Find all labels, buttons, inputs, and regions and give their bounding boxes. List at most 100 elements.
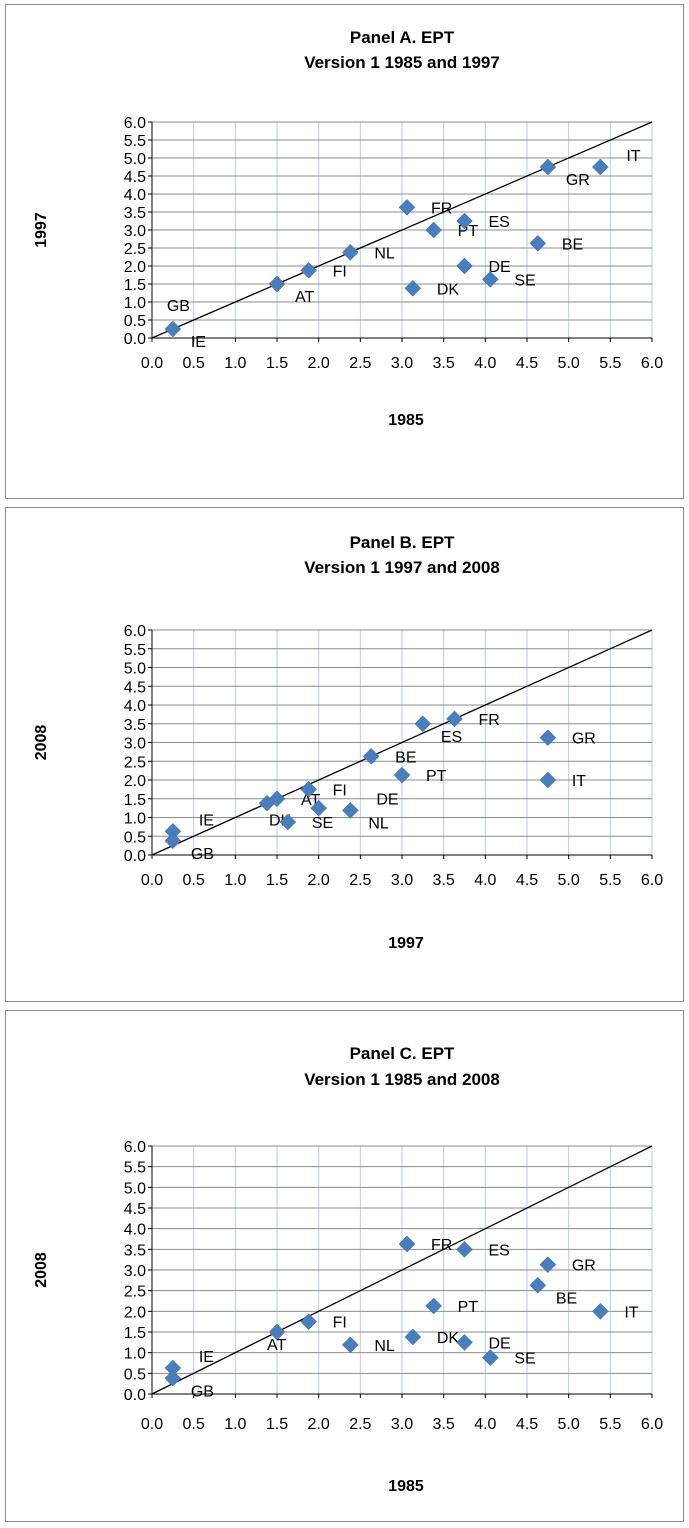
point-label: NL: [374, 245, 395, 262]
y-tick-label: 5.0: [124, 1180, 146, 1197]
x-tick-label: 2.5: [349, 355, 371, 372]
y-tick-label: 4.5: [124, 169, 146, 186]
point-marker: [456, 257, 473, 275]
y-tick-label: 6.0: [124, 623, 146, 640]
point-marker: [529, 234, 547, 252]
x-tick-label: 5.5: [599, 872, 621, 889]
y-tick-label: 6.0: [124, 1139, 146, 1156]
point-marker: [300, 261, 318, 279]
point-label: FR: [479, 712, 500, 729]
y-tick-label: 4.0: [124, 698, 146, 715]
x-tick-label: 3.5: [433, 872, 455, 889]
point-marker: [539, 771, 557, 789]
y-tick-label: 1.5: [124, 277, 146, 294]
point-label: IT: [624, 1304, 638, 1321]
x-tick-label: 4.0: [474, 1416, 496, 1433]
point-marker: [341, 243, 359, 261]
y-tick-label: 2.0: [124, 1304, 146, 1321]
point-label: GR: [572, 1258, 596, 1275]
y-tick-label: 1.5: [124, 1325, 146, 1342]
y-tick-label: 5.5: [124, 133, 146, 150]
point-label: GB: [191, 846, 214, 863]
x-tick-label: 2.0: [308, 1416, 330, 1433]
point-marker: [362, 748, 380, 765]
point-marker: [341, 1336, 359, 1354]
y-tick-label: 3.5: [124, 205, 146, 222]
x-tick-label: 4.0: [474, 355, 496, 372]
point-marker: [398, 1235, 416, 1253]
chart-title: Panel A. EPT: [350, 28, 455, 47]
y-tick-label: 5.5: [124, 1160, 146, 1177]
y-tick-label: 6.0: [124, 115, 146, 132]
point-marker: [164, 320, 182, 338]
point-marker: [539, 1256, 557, 1273]
x-tick-label: 5.5: [599, 355, 621, 372]
point-label: FI: [333, 1315, 347, 1332]
point-label: ES: [489, 1242, 510, 1259]
point-marker: [404, 1328, 422, 1346]
y-tick-label: 2.0: [124, 259, 146, 276]
diagonal-line: [151, 121, 653, 339]
point-marker: [529, 1276, 547, 1294]
y-axis-title: 2008: [33, 725, 50, 761]
x-tick-label: 2.0: [308, 355, 330, 372]
y-tick-label: 3.5: [124, 717, 146, 734]
point-marker: [300, 1313, 318, 1331]
x-tick-label: 0.0: [141, 872, 163, 889]
point-marker: [456, 1333, 473, 1351]
x-tick-label: 4.5: [516, 355, 538, 372]
point-label: BE: [556, 1290, 577, 1307]
point-label: NL: [368, 815, 389, 832]
chart-subtitle: Version 1 1997 and 2008: [304, 558, 500, 577]
chart-panel-c: Panel C. EPT Version 1 1985 and 2008 0.0 0.…: [5, 1010, 684, 1522]
point-marker: [591, 158, 609, 176]
point-marker: [279, 813, 297, 831]
x-tick-label: 6.0: [641, 872, 663, 889]
y-tick-label: 0.0: [124, 331, 146, 348]
point-marker: [164, 1369, 182, 1387]
point-marker: [164, 832, 182, 850]
x-tick-label: 3.0: [391, 1416, 413, 1433]
point-marker: [404, 279, 422, 297]
point-label: SE: [312, 815, 333, 832]
y-tick-label: 1.5: [124, 792, 146, 809]
chart-subtitle: Version 1 1985 and 1997: [304, 53, 500, 72]
point-label: NL: [374, 1338, 395, 1355]
point-label: GB: [167, 298, 190, 315]
y-tick-label: 3.0: [124, 223, 146, 240]
point-label: ES: [489, 214, 510, 231]
y-tick-label: 3.0: [124, 1263, 146, 1280]
x-tick-label: 1.0: [224, 1416, 246, 1433]
x-tick-label: 5.0: [558, 1416, 580, 1433]
x-tick-label: 3.0: [391, 872, 413, 889]
x-tick-label: 1.0: [224, 355, 246, 372]
point-marker: [539, 158, 557, 176]
point-label: DE: [489, 259, 511, 276]
x-tick-label: 2.5: [349, 1416, 371, 1433]
x-tick-label: 4.0: [474, 872, 496, 889]
point-marker: [310, 799, 328, 817]
point-marker: [456, 212, 473, 230]
point-label: ES: [441, 729, 462, 746]
y-tick-label: 0.5: [124, 829, 146, 846]
point-marker: [268, 1323, 286, 1341]
y-tick-label: 2.5: [124, 754, 146, 771]
point-label: DK: [437, 281, 460, 298]
y-tick-label: 3.5: [124, 1242, 146, 1259]
point-label: IE: [199, 812, 214, 829]
point-label: FR: [431, 1237, 452, 1254]
point-label: AT: [267, 1337, 286, 1354]
diagonal-line: [151, 1145, 653, 1395]
chart-subtitle: Version 1 1985 and 2008: [304, 1070, 500, 1089]
x-tick-label: 4.5: [516, 872, 538, 889]
x-axis-title: 1985: [388, 1478, 424, 1495]
point-marker: [393, 766, 411, 784]
point-marker: [414, 715, 432, 733]
x-tick-label: 6.0: [641, 355, 663, 372]
x-tick-label: 0.0: [141, 1416, 163, 1433]
point-label: DK: [437, 1330, 460, 1347]
y-tick-label: 2.0: [124, 773, 146, 790]
